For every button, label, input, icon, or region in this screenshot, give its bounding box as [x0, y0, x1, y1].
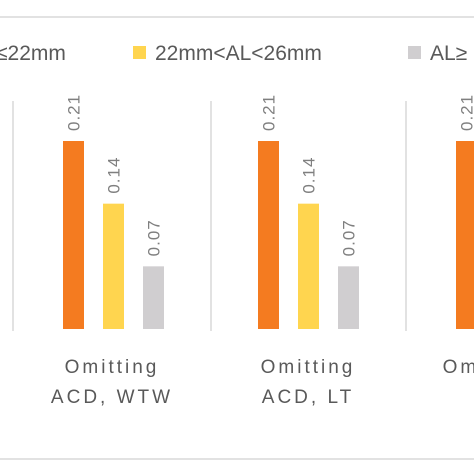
legend-swatch-3 [408, 46, 421, 59]
bar [103, 203, 124, 329]
legend: ≤22mm 22mm<AL<26mm AL≥ [0, 42, 467, 65]
category-label: Omitting [443, 357, 474, 378]
bar-value-label: 0.07 [145, 219, 164, 256]
bar [338, 266, 359, 329]
legend-label-2: 22mm<AL<26mm [155, 42, 322, 65]
category-label: Omitting [65, 357, 160, 378]
category-labels: Omitting ACD, WTW Omitting ACD, LT Omitting [51, 357, 474, 408]
bar-value-label: 0.21 [458, 94, 474, 131]
category-label: ACD, WTW [51, 387, 173, 408]
category-label: Omitting [261, 357, 356, 378]
bar [456, 141, 474, 329]
bar-value-label: 0.21 [65, 94, 84, 131]
bar-value-label: 0.07 [340, 219, 359, 256]
category-dividers [12, 101, 407, 331]
bar [143, 266, 164, 329]
bar-value-label: 0.21 [260, 94, 279, 131]
bars [63, 141, 474, 329]
value-labels: 0.21 0.14 0.07 0.21 0.14 0.07 0.21 [65, 94, 474, 256]
bar-value-label: 0.14 [105, 157, 124, 194]
bar [298, 203, 319, 329]
bar-value-label: 0.14 [300, 157, 319, 194]
bar [258, 141, 279, 329]
bar [63, 141, 84, 329]
legend-label-3: AL≥ [430, 42, 467, 65]
legend-label-1: ≤22mm [0, 42, 66, 65]
legend-swatch-2 [133, 46, 146, 59]
category-label: ACD, LT [262, 387, 354, 408]
